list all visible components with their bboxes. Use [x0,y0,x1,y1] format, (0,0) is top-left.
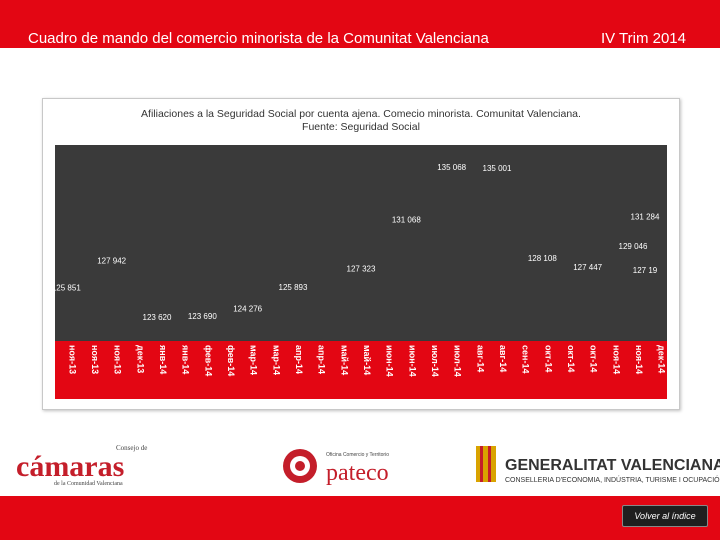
x-tick-label: авг-14 [475,345,485,372]
x-tick-label: апр-14 [294,345,304,374]
footer-logos: Consejo de cámaras de la Comunidad Valen… [16,444,720,487]
x-tick-label: дек-14 [657,345,667,373]
x-tick-label: июн-14 [407,345,417,377]
x-tick-label: ноя-13 [67,345,77,374]
data-label: 127 942 [97,256,126,265]
x-tick-label: май-14 [362,345,372,375]
x-tick-label: янв-14 [158,345,168,374]
chart-title-line2: Fuente: Seguridad Social [302,121,420,133]
x-tick-label: май-14 [339,345,349,375]
x-tick-label: ноя-13 [90,345,100,374]
line-chart: ноя-13 ноя-13 ноя-13 дек-13 янв-14 янв-14 фев-… [52,145,667,399]
x-tick-label: ноя-13 [113,345,123,374]
x-tick-label: ноя-14 [611,345,621,374]
chart-title-line1: Afiliaciones a la Seguridad Social por c… [141,108,581,120]
back-to-index-button[interactable]: Volver al índice [622,505,708,527]
x-tick-label: мар-14 [249,345,259,375]
data-label: 131 068 [392,216,421,225]
pateco-logo-line2: pateco [326,460,389,486]
x-tick-label: сен-14 [521,345,531,373]
data-label: 125 893 [279,283,308,292]
page-title: Cuadro de mando del comercio minorista d… [28,30,489,47]
data-label: 124 276 [233,304,262,313]
x-tick-label: окт-14 [543,345,553,372]
data-label: 127 19 [633,266,658,275]
x-tick-label: июл-14 [430,345,440,377]
data-label: 135 068 [437,163,466,172]
x-tick-label: апр-14 [317,345,327,374]
generalitat-logo-line1: GENERALITAT VALENCIANA [505,457,720,474]
data-label: 123 620 [143,313,172,322]
x-tick-label: фев-14 [203,345,213,376]
data-label: 135 001 [483,164,512,173]
x-axis-band [55,341,667,399]
camaras-logo: Consejo de cámaras de la Comunidad Valen… [16,444,147,487]
header-bar [0,0,720,48]
data-label: 127 323 [347,264,376,273]
generalitat-logo: GENERALITAT VALENCIANA CONSELLERIA D'ECO… [476,446,720,484]
period-label: IV Trim 2014 [600,30,686,47]
x-tick-label: дек-13 [135,345,145,373]
data-label: 131 284 [631,213,660,222]
x-tick-label: фев-14 [226,345,236,376]
x-tick-label: мар-14 [271,345,281,375]
camaras-logo-line2: cámaras [16,450,124,483]
x-tick-label: окт-14 [566,345,576,372]
camaras-logo-line1: Consejo de [116,444,147,452]
chart-panel: Afiliaciones a la Seguridad Social por c… [42,98,680,410]
x-tick-label: окт-14 [589,345,599,372]
x-tick-label: июн-14 [385,345,395,377]
data-label: 128 108 [528,254,557,263]
footer-bar [0,496,720,540]
x-tick-label: янв-14 [181,345,191,374]
data-label: 125 851 [52,284,81,293]
x-tick-label: июл-14 [453,345,463,377]
camaras-logo-line3: de la Comunidad Valenciana [54,481,123,487]
data-label: 127 447 [573,263,602,272]
generalitat-crest-icon [476,446,496,482]
generalitat-logo-line2: CONSELLERIA D'ECONOMIA, INDÚSTRIA, TURIS… [505,475,720,484]
chart-title: Afiliaciones a la Seguridad Social por c… [43,108,679,134]
pateco-logo: Oficina Comercio y Territorio pateco [283,449,389,486]
x-tick-label: ноя-14 [634,345,644,374]
data-label: 129 046 [619,242,648,251]
data-label: 123 690 [188,312,217,321]
pateco-logo-line1: Oficina Comercio y Territorio [326,452,389,458]
plot-area [55,145,667,341]
x-tick-label: авг-14 [498,345,508,372]
